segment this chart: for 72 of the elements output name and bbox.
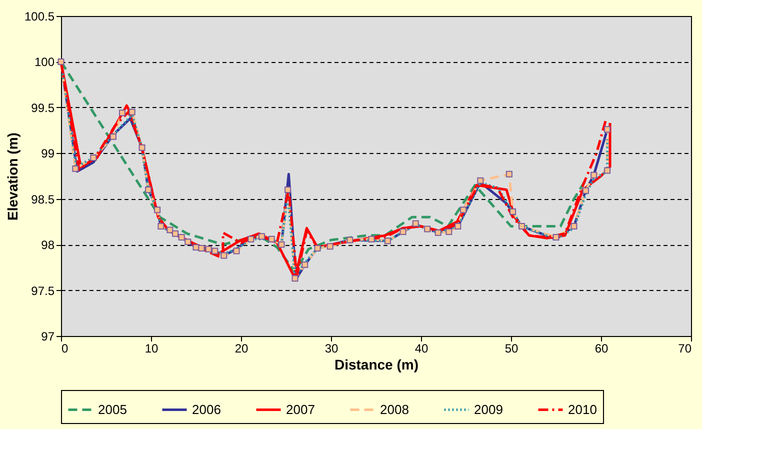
point [454, 223, 462, 230]
point [258, 233, 265, 240]
point [278, 241, 285, 248]
legend-label: 2010 [568, 402, 597, 417]
point [570, 223, 578, 230]
point [172, 230, 179, 237]
x-tick-label: 0 [62, 342, 68, 356]
point [212, 248, 218, 254]
y-tick-label: 98 [41, 238, 55, 252]
point [154, 206, 161, 214]
legend-label: 2005 [98, 402, 127, 417]
point [110, 133, 116, 140]
point [477, 177, 484, 184]
point [604, 167, 611, 174]
point [178, 234, 185, 240]
y-axis-title: Elevation (m) [4, 132, 20, 220]
legend-label: 2007 [286, 402, 315, 417]
point [166, 226, 174, 234]
point [400, 228, 406, 236]
point [158, 223, 164, 230]
point [412, 220, 419, 227]
x-tick-label: 60 [594, 342, 608, 356]
point [198, 244, 205, 252]
point [510, 208, 516, 215]
point [233, 248, 240, 254]
point [268, 236, 275, 242]
x-tick-label: 50 [504, 342, 518, 356]
x-axis-title: Distance (m) [334, 356, 419, 372]
point [552, 234, 560, 240]
point [582, 187, 589, 194]
point [384, 238, 391, 244]
point [434, 229, 442, 236]
point [220, 252, 228, 259]
point [302, 261, 308, 268]
point [58, 58, 64, 65]
point [292, 275, 298, 282]
point [506, 170, 512, 178]
point [314, 244, 321, 252]
y-tick-label: 100.5 [24, 10, 55, 24]
legend-label: 2006 [192, 402, 221, 417]
x-tick-label: 40 [414, 342, 428, 356]
point [205, 246, 212, 252]
point [518, 223, 526, 230]
point [90, 154, 97, 161]
y-tick-label: 99.5 [31, 100, 55, 115]
y-tick-label: 99 [41, 146, 55, 161]
point [248, 236, 254, 242]
point [72, 165, 79, 172]
point [284, 186, 292, 193]
point [590, 172, 598, 178]
y-tick-label: 97.5 [31, 284, 55, 298]
x-tick-label: 20 [234, 342, 248, 356]
point [145, 186, 152, 193]
legend-label: 2009 [474, 402, 503, 417]
point [184, 238, 192, 246]
y-tick-label: 98.5 [31, 192, 55, 206]
y-tick-label: 100 [34, 55, 55, 70]
legend-label: 2008 [380, 402, 409, 417]
point [138, 144, 146, 151]
point [604, 126, 611, 133]
point [424, 226, 431, 232]
x-tick-label: 70 [678, 342, 692, 356]
point [326, 243, 334, 250]
x-tick-label: 10 [144, 342, 158, 356]
y-tick-label: 97 [41, 330, 55, 344]
point [118, 110, 126, 116]
point [368, 236, 375, 242]
point [460, 206, 467, 214]
point [128, 108, 136, 116]
x-tick-label: 30 [324, 342, 338, 356]
point [346, 236, 354, 244]
point [446, 228, 452, 236]
